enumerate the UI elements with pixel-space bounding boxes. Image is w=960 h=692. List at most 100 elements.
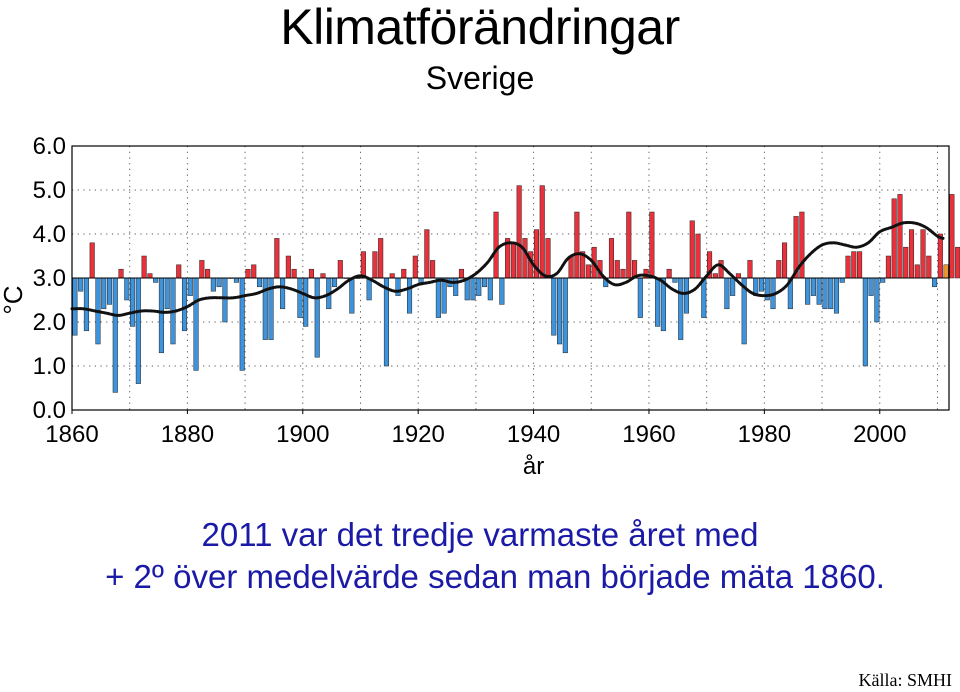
bar-year-1895 <box>274 238 280 279</box>
bar-year-1932 <box>487 277 493 301</box>
bar-year-1979 <box>758 277 765 292</box>
bar-year-1992 <box>833 277 840 314</box>
bar-year-1986 <box>799 211 805 279</box>
plot-frame <box>71 145 950 411</box>
bar-year-1888 <box>233 277 239 283</box>
bar-year-1994 <box>845 255 851 279</box>
bar-year-2007 <box>920 229 926 279</box>
bar-year-1919 <box>412 255 418 279</box>
bar-year-1967 <box>689 220 695 279</box>
bar-year-1872 <box>141 255 147 279</box>
bar-year-1924 <box>441 277 447 314</box>
bar-year-1975 <box>735 273 741 279</box>
x-tick-label: 1940 <box>507 421 560 448</box>
bar-year-1946 <box>568 255 574 279</box>
bar-year-1995 <box>851 251 857 279</box>
bar-year-1996 <box>857 251 863 279</box>
bar-year-1921 <box>424 229 430 279</box>
bar-year-1922 <box>430 260 436 279</box>
bar-year-1882 <box>199 260 205 279</box>
x-axis-label: år <box>523 453 544 480</box>
bar-year-1964 <box>672 277 678 283</box>
bar-year-1944 <box>557 277 563 345</box>
bar-year-1927 <box>458 268 464 279</box>
bar-year-1998 <box>868 277 874 296</box>
bar-year-1961 <box>655 277 661 327</box>
bar-year-1903 <box>320 273 326 279</box>
x-tick-label: 1980 <box>738 421 791 448</box>
bar-year-1977 <box>747 260 753 279</box>
bar-year-1918 <box>406 277 413 314</box>
bar-year-1885 <box>216 277 222 288</box>
bar-year-1943 <box>551 277 557 336</box>
y-tick-label: 2.0 <box>33 309 66 336</box>
bar-year-2004 <box>903 246 909 279</box>
bar-year-1937 <box>516 185 522 279</box>
bar-year-1870 <box>130 277 136 327</box>
bar-year-1949 <box>585 264 591 279</box>
bar-year-1892 <box>256 277 263 288</box>
bar-year-1906 <box>337 260 343 279</box>
bar-year-1971 <box>712 273 718 279</box>
y-tick-label: 1.0 <box>33 353 66 380</box>
bar-year-1902 <box>314 277 320 358</box>
bar-year-1876 <box>164 277 170 310</box>
bar-year-1993 <box>839 277 845 283</box>
bar-year-1930 <box>476 277 482 296</box>
bar-year-1942 <box>545 238 551 279</box>
bar-year-1896 <box>280 277 286 310</box>
x-tick-label: 1900 <box>276 421 329 448</box>
bar-year-1908 <box>349 277 355 314</box>
y-tick-label: 5.0 <box>33 177 66 204</box>
bar-year-1891 <box>251 264 257 279</box>
x-tick-label: 1880 <box>161 421 214 448</box>
bar-year-1990 <box>822 277 828 310</box>
bar-year-1861 <box>78 277 84 292</box>
bar-year-1915 <box>389 273 395 279</box>
bar-year-1867 <box>112 277 118 393</box>
bar-year-1878 <box>176 264 182 279</box>
bar-year-1916 <box>395 277 401 296</box>
page-title: Klimatförändringar <box>280 0 680 55</box>
bar-year-1862 <box>83 277 89 332</box>
bar-year-1889 <box>239 277 245 371</box>
bar-year-1968 <box>695 233 701 279</box>
bar-year-1911 <box>366 277 372 301</box>
bar-year-1884 <box>210 277 216 292</box>
bar-year-1969 <box>701 277 707 318</box>
bar-year-1965 <box>678 277 684 340</box>
bar-year-1983 <box>782 242 788 279</box>
bar-year-1873 <box>147 273 153 279</box>
bar-year-1991 <box>828 277 834 310</box>
caption-line-1: 2011 var det tredje varmaste året med <box>201 516 759 553</box>
bar-year-1974 <box>730 277 736 296</box>
bar-year-2005 <box>908 229 915 279</box>
bar-year-1923 <box>435 277 441 318</box>
temperature-chart: 0.0 1.0 2.0 3.0 4.0 5.0 6.0 1860 1880 1900 1920 194… <box>0 133 960 480</box>
y-tick-label: 3.0 <box>33 265 66 292</box>
bar-year-1960 <box>649 211 655 279</box>
trend-curve-group <box>70 220 945 317</box>
bar-year-1929 <box>470 277 476 301</box>
trend-curve <box>70 220 945 317</box>
bar-year-1914 <box>383 277 389 367</box>
caption-line-2: + 2º över medelvärde sedan man började m… <box>105 558 885 595</box>
bar-year-1875 <box>158 277 164 354</box>
bar-year-1886 <box>222 277 228 323</box>
bar-year-1879 <box>181 277 188 332</box>
bar-year-1963 <box>666 268 672 279</box>
bar-year-1955 <box>620 268 626 279</box>
bar-year-2011 <box>943 264 949 279</box>
bar-year-1989 <box>816 277 822 305</box>
bar-year-1954 <box>614 260 620 279</box>
x-tick-label: 2000 <box>853 421 906 448</box>
bar-year-1973 <box>724 277 730 310</box>
bar-year-1938 <box>522 238 528 279</box>
y-tick-label: 6.0 <box>33 133 66 160</box>
bar-year-1958 <box>637 277 643 318</box>
bar-year-1890 <box>245 268 251 279</box>
bar-year-2002 <box>891 198 897 279</box>
bar-year-1917 <box>401 268 407 279</box>
x-tick-label: 1860 <box>45 421 98 448</box>
bar-year-1947 <box>574 211 580 279</box>
